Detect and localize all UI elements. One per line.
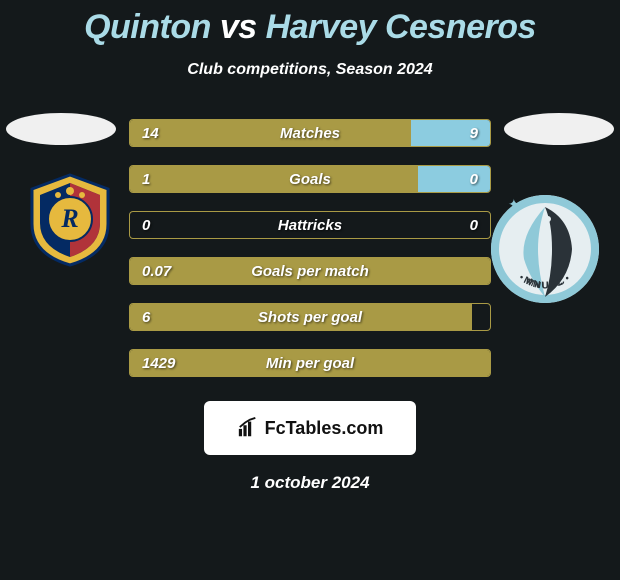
team-crest-left: R bbox=[20, 169, 120, 269]
date-label: 1 october 2024 bbox=[0, 473, 620, 493]
stat-row: 149Matches bbox=[129, 119, 491, 147]
stat-label: Min per goal bbox=[130, 350, 490, 377]
logo-icon bbox=[237, 417, 259, 439]
svg-text:✦: ✦ bbox=[508, 196, 520, 212]
stat-label: Goals bbox=[130, 166, 490, 193]
stat-row: 0.07Goals per match bbox=[129, 257, 491, 285]
vs-label: vs bbox=[220, 8, 257, 46]
attribution-text: FcTables.com bbox=[265, 418, 384, 439]
player2-name: Harvey Cesneros bbox=[266, 8, 536, 46]
svg-text:R: R bbox=[60, 204, 78, 233]
shadow-ellipse-right bbox=[504, 113, 614, 145]
stat-row: 00Hattricks bbox=[129, 211, 491, 239]
shadow-ellipse-left bbox=[6, 113, 116, 145]
stat-label: Goals per match bbox=[130, 258, 490, 285]
comparison-area: R ✦ MNUFC • MNUFC • 149Matches 10Goals 00H… bbox=[0, 119, 620, 389]
stat-label: Shots per goal bbox=[130, 304, 490, 331]
page-title: Quinton vs Harvey Cesneros bbox=[0, 0, 620, 47]
stat-label: Matches bbox=[130, 120, 490, 147]
stat-row: 10Goals bbox=[129, 165, 491, 193]
team-crest-right: ✦ MNUFC • MNUFC • bbox=[490, 179, 600, 319]
stat-row: 6Shots per goal bbox=[129, 303, 491, 331]
player1-name: Quinton bbox=[84, 8, 211, 46]
subtitle: Club competitions, Season 2024 bbox=[0, 61, 620, 79]
stat-row: 1429Min per goal bbox=[129, 349, 491, 377]
attribution-badge: FcTables.com bbox=[204, 401, 416, 455]
stat-label: Hattricks bbox=[130, 212, 490, 239]
stat-bars: 149Matches 10Goals 00Hattricks 0.07Goals pe… bbox=[129, 119, 491, 377]
